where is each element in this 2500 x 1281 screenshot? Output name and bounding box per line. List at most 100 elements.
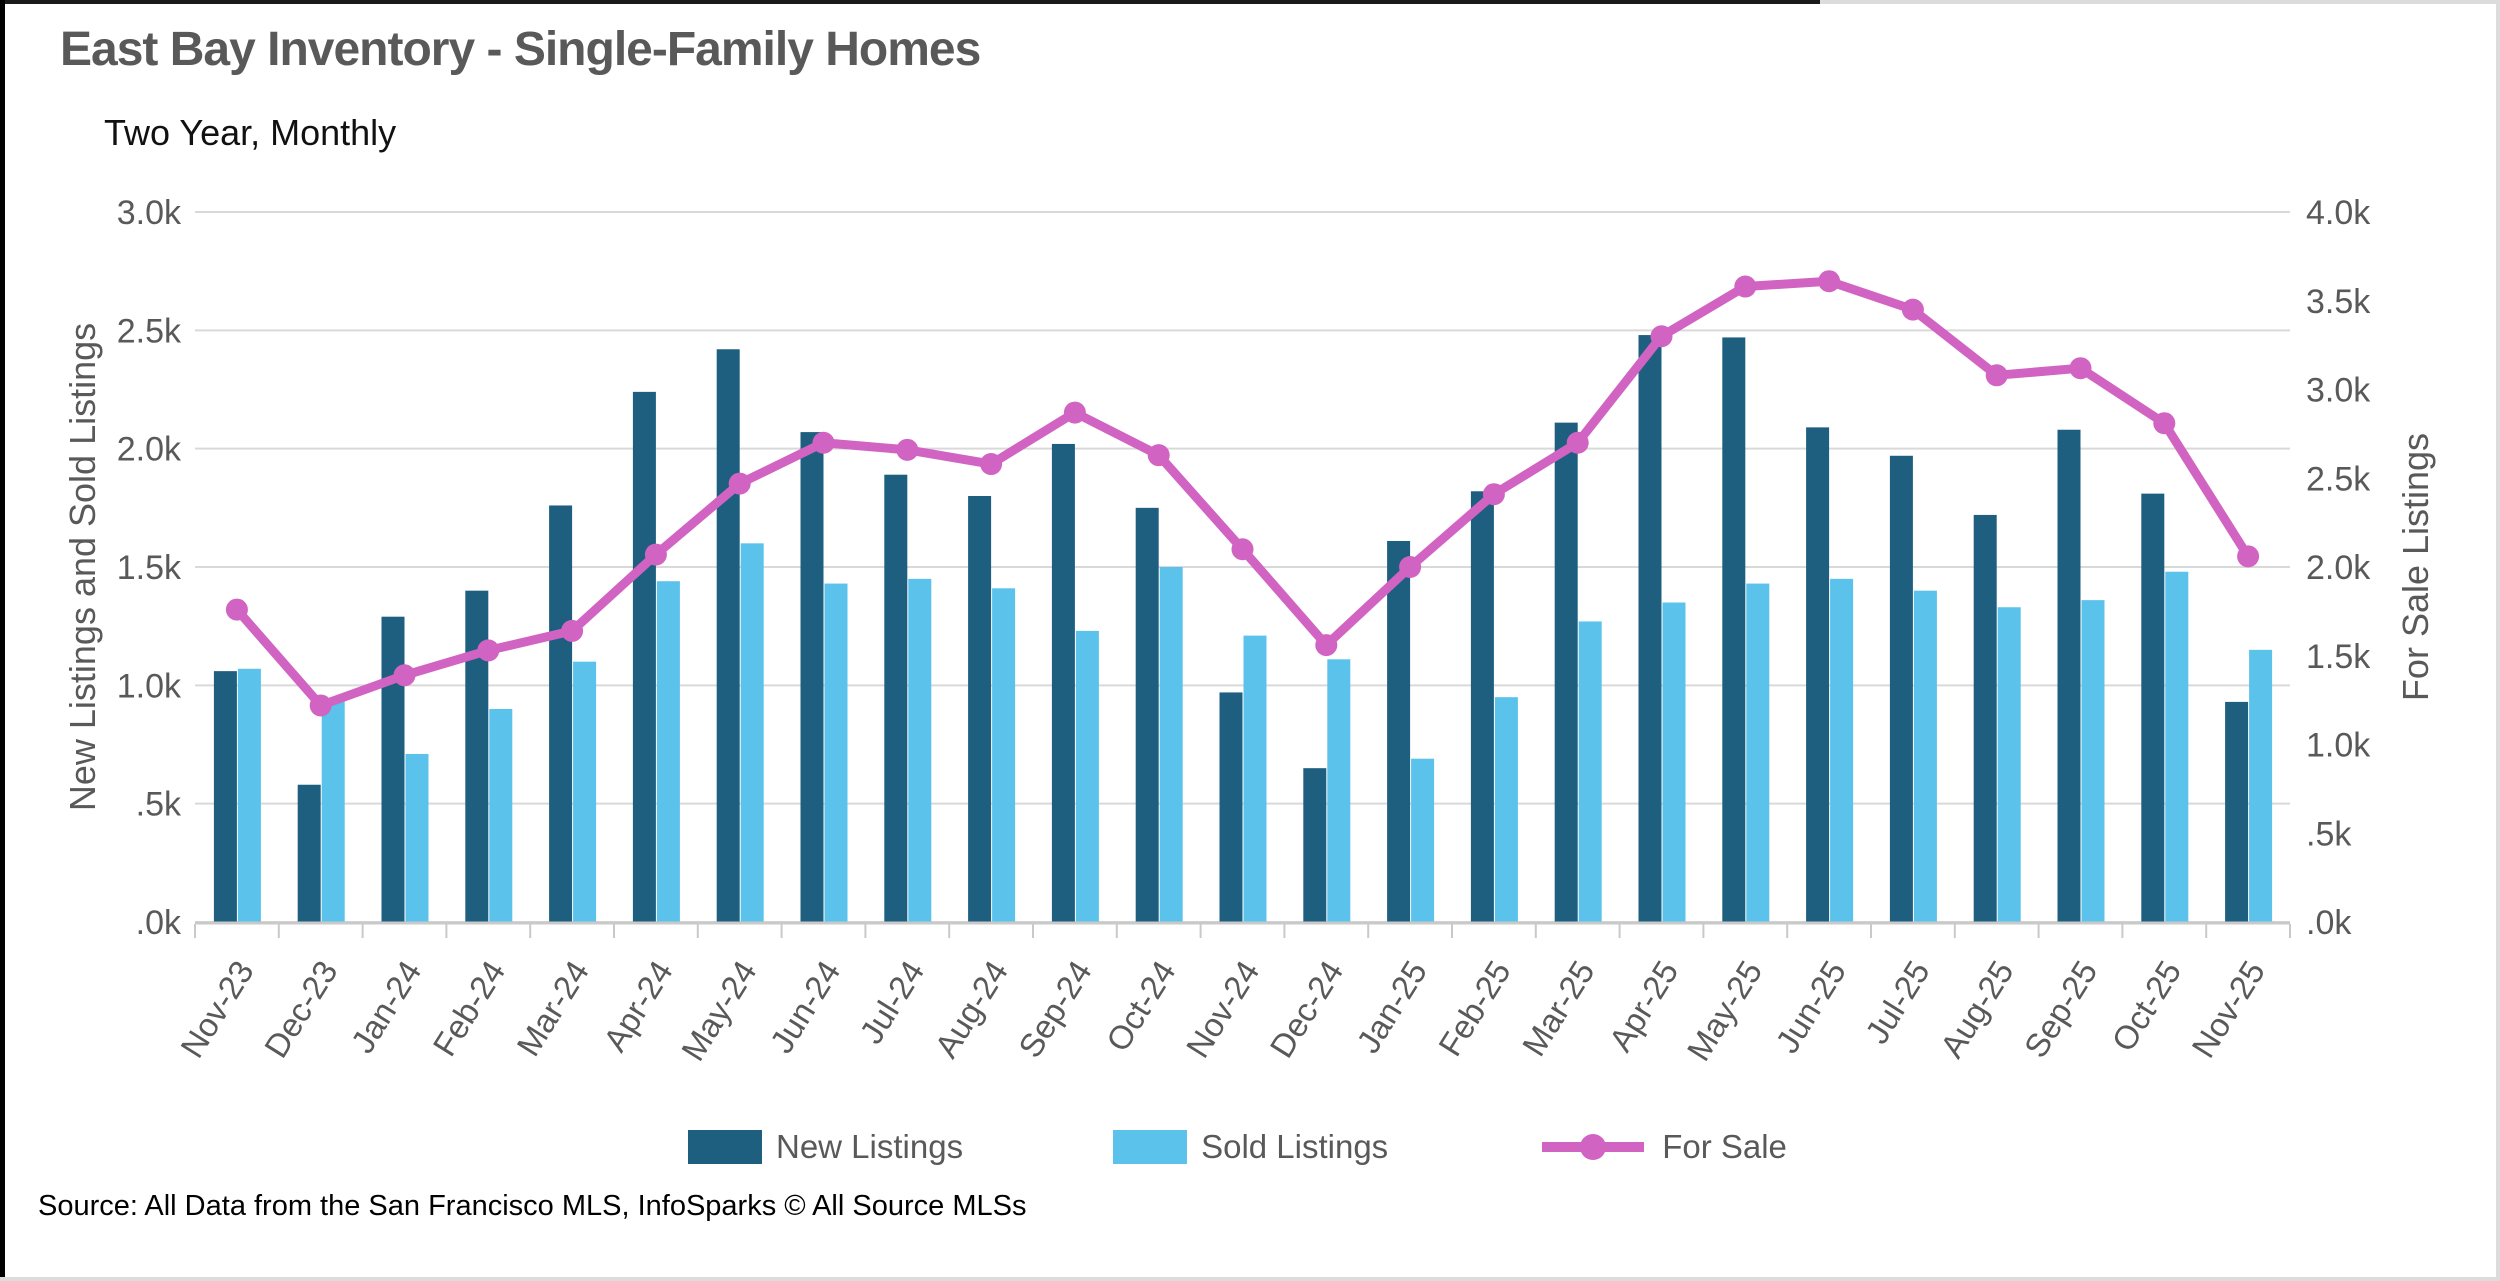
y-axis-tick-label-left: 1.0k bbox=[117, 667, 182, 705]
sold-listings-bar bbox=[1411, 758, 1435, 922]
sold-listings-bar bbox=[321, 699, 345, 922]
x-axis-month-label: Nov-25 bbox=[2184, 954, 2272, 1064]
new-listings-bar bbox=[1387, 540, 1411, 922]
for-sale-marker bbox=[1650, 325, 1673, 348]
sold-listings-bar bbox=[908, 578, 932, 922]
sold-listings-bar bbox=[573, 661, 597, 922]
sold-listings-bar bbox=[405, 753, 429, 922]
for-sale-marker bbox=[728, 472, 751, 495]
y-axis-tick-label-right: 4.0k bbox=[2306, 194, 2371, 232]
new-listings-bar bbox=[1638, 335, 1662, 923]
sold-listings-bar bbox=[237, 668, 261, 922]
legend-label-for-sale: For Sale bbox=[1662, 1128, 1787, 1165]
legend-item-sold-listings: Sold Listings bbox=[1113, 1128, 1388, 1166]
sold-listings-bar bbox=[1662, 602, 1686, 922]
sold-listings-bar bbox=[1243, 635, 1267, 922]
x-axis-month-label: Nov-24 bbox=[1179, 954, 1267, 1064]
new-listings-bar bbox=[1303, 768, 1327, 922]
legend-label-new-listings: New Listings bbox=[776, 1128, 964, 1165]
x-axis-month-label: Apr-25 bbox=[1602, 954, 1686, 1058]
sold-listings-bar bbox=[740, 543, 764, 922]
new-listings-bar bbox=[549, 505, 573, 922]
y-axis-tick-label-right: 1.0k bbox=[2306, 727, 2371, 765]
y-axis-tick-label-right: 3.5k bbox=[2306, 283, 2371, 321]
new-listings-bar bbox=[884, 474, 908, 922]
sold-listings-swatch-icon bbox=[1113, 1130, 1188, 1164]
x-axis-month-label: Oct-24 bbox=[1099, 954, 1183, 1058]
x-axis-month-label: Nov-23 bbox=[173, 954, 261, 1064]
new-listings-swatch-icon bbox=[688, 1130, 762, 1164]
legend-item-for-sale: For Sale bbox=[1538, 1128, 1787, 1166]
window-border-top-light bbox=[1820, 0, 2500, 4]
sold-listings-bar bbox=[489, 709, 513, 922]
for-sale-marker bbox=[1147, 444, 1170, 467]
window-border-left bbox=[0, 0, 5, 1281]
for-sale-marker bbox=[1063, 401, 1086, 424]
for-sale-marker bbox=[980, 453, 1003, 476]
for-sale-marker bbox=[2153, 412, 2176, 435]
new-listings-bar bbox=[2057, 429, 2081, 922]
sold-listings-bar bbox=[1075, 630, 1099, 922]
y-axis-tick-label-right: .0k bbox=[2306, 904, 2352, 942]
new-listings-bar bbox=[1806, 427, 1830, 922]
for-sale-dot-sample bbox=[1580, 1134, 1607, 1160]
y-axis-tick-label-left: 2.0k bbox=[117, 431, 182, 469]
page-title: East Bay Inventory - Single-Family Homes bbox=[60, 23, 981, 76]
new-listings-bar bbox=[2225, 701, 2249, 922]
for-sale-marker bbox=[1231, 538, 1254, 561]
for-sale-marker bbox=[309, 694, 332, 717]
for-sale-marker bbox=[2237, 545, 2260, 568]
sold-listings-bar bbox=[1913, 590, 1937, 922]
page-subtitle: Two Year, Monthly bbox=[104, 112, 397, 153]
for-sale-marker bbox=[1482, 483, 1505, 506]
for-sale-marker bbox=[1566, 431, 1589, 454]
for-sale-marker bbox=[1901, 298, 1924, 321]
for-sale-marker bbox=[393, 664, 416, 687]
new-listings-bar bbox=[465, 590, 489, 922]
x-axis-month-label: Dec-24 bbox=[1262, 954, 1350, 1064]
new-listings-bar bbox=[1889, 455, 1913, 922]
new-listings-bar bbox=[1554, 422, 1578, 922]
y-axis-tick-label-right: 2.5k bbox=[2306, 460, 2371, 498]
for-sale-marker bbox=[2069, 357, 2092, 380]
y-axis-tick-label-left: 1.5k bbox=[117, 549, 182, 587]
new-listings-bar bbox=[2141, 493, 2165, 922]
x-axis-month-label: Jun-25 bbox=[1768, 954, 1853, 1059]
sold-listings-bar bbox=[1494, 697, 1518, 922]
x-axis-month-label: Feb-25 bbox=[1431, 954, 1518, 1062]
legend-label-sold-listings: Sold Listings bbox=[1201, 1128, 1389, 1165]
for-sale-line bbox=[232, 276, 2253, 710]
for-sale-line-dot-icon bbox=[1542, 1134, 1645, 1160]
sold-listings-bar bbox=[2165, 571, 2189, 922]
new-listings-bar bbox=[297, 784, 321, 922]
new-listings-bar bbox=[213, 671, 237, 922]
sold-listings-bar bbox=[1159, 567, 1183, 922]
x-axis-month-label: Apr-24 bbox=[596, 954, 680, 1058]
sold-listings-bar bbox=[824, 583, 848, 922]
sold-listings-bar bbox=[1578, 621, 1602, 922]
y-axis-tick-label-right: 2.0k bbox=[2306, 549, 2371, 587]
new-listings-bar bbox=[632, 391, 656, 922]
x-axis-month-label: Sep-25 bbox=[2017, 954, 2105, 1064]
for-sale-marker bbox=[812, 431, 835, 454]
x-axis-month-label: Feb-24 bbox=[425, 954, 512, 1062]
for-sale-marker bbox=[1399, 556, 1422, 578]
new-listings-bar bbox=[800, 432, 824, 922]
window-border-right bbox=[2496, 0, 2500, 1281]
x-axis-month-label: Jan-24 bbox=[344, 954, 429, 1059]
x-axis-month-label: Jul-24 bbox=[852, 954, 931, 1050]
y-axis-tick-label-left: 3.0k bbox=[117, 194, 182, 232]
for-sale-marker bbox=[225, 598, 248, 621]
new-listings-bar bbox=[1722, 337, 1746, 922]
for-sale-marker bbox=[644, 543, 667, 566]
sold-listings-bar bbox=[2081, 600, 2105, 922]
new-listings-bar bbox=[1470, 491, 1494, 922]
sold-listings-bar bbox=[1746, 583, 1770, 922]
x-axis-month-label: May-24 bbox=[674, 954, 764, 1067]
sold-listings-bar bbox=[1327, 659, 1351, 922]
sold-listings-bar bbox=[656, 581, 680, 922]
x-axis-month-label: Aug-25 bbox=[1933, 954, 2021, 1064]
x-axis-month-label: Oct-25 bbox=[2104, 954, 2188, 1058]
